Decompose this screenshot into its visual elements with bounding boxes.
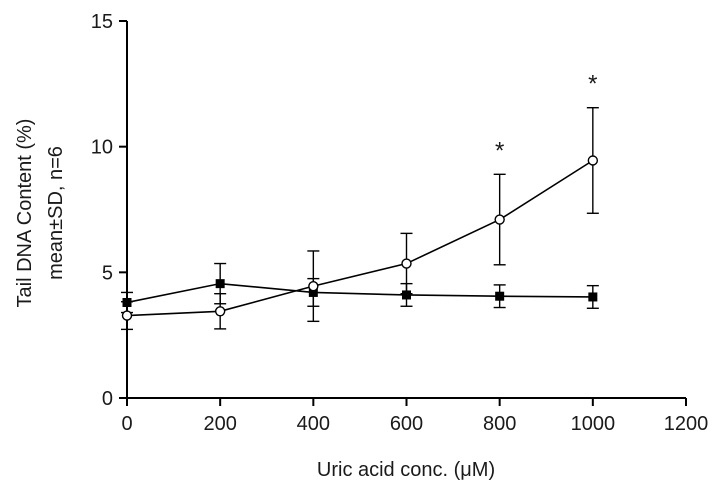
series-1: [121, 262, 599, 314]
x-tick-label: 400: [297, 413, 330, 435]
y-tick-label: 0: [102, 388, 113, 410]
y-ticks: 0 5 10 15: [91, 11, 127, 410]
x-tick-label: 600: [390, 413, 423, 435]
data-point-square: [588, 292, 598, 302]
significance-marker: *: [495, 137, 504, 164]
x-tick-label: 200: [203, 413, 236, 435]
x-tick-label: 1200: [664, 413, 709, 435]
y-axis-label-line2: mean±SD, n=6: [45, 146, 67, 280]
data-point-circle: [494, 214, 505, 225]
data-point-circle: [214, 306, 226, 317]
data-point-circle: [401, 258, 412, 269]
y-axis-label-line1: Tail DNA Content (%): [14, 119, 36, 308]
data-point-square: [495, 291, 505, 301]
x-tick-label: 800: [483, 413, 516, 435]
series-2: [121, 107, 599, 331]
data-point-circle: [308, 280, 319, 292]
x-axis-label: Uric acid conc. (μM): [317, 459, 495, 481]
series-line: [126, 159, 594, 317]
y-tick-label: 5: [102, 262, 113, 284]
y-tick-label: 15: [91, 11, 113, 33]
annotation-layer: **: [495, 71, 598, 165]
series-layer: [121, 107, 599, 331]
series-line: [126, 282, 593, 304]
data-point-circle: [121, 310, 133, 321]
significance-marker: *: [588, 71, 597, 98]
y-tick-label: 10: [91, 137, 113, 159]
data-point-square: [215, 279, 225, 289]
data-point-square: [402, 290, 411, 300]
x-ticks: 0 200 400 600 800 1000 1200: [121, 398, 708, 435]
x-tick-label: 1000: [571, 413, 616, 435]
x-tick-label: 0: [121, 413, 132, 435]
data-point-circle: [587, 155, 599, 166]
